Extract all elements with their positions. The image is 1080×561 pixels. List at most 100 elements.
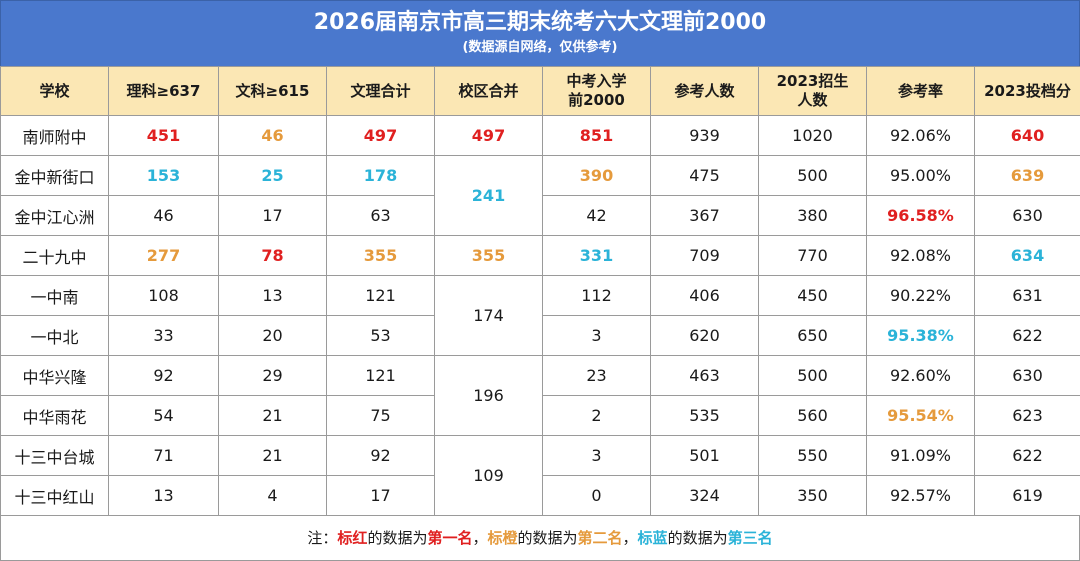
cell-participants: 939	[651, 116, 759, 156]
cell-science: 153	[109, 156, 219, 196]
cell-cutoff: 619	[975, 476, 1080, 516]
cell-arts: 20	[219, 316, 327, 356]
legend-note: 注：标红的数据为第一名，标橙的数据为第二名，标蓝的数据为第三名	[0, 516, 1080, 561]
cell-campus-merge: 241	[435, 156, 543, 236]
cell-enrollment: 560	[759, 396, 867, 436]
note-text: 的数据为	[668, 529, 728, 547]
col-header-science: 理科≥637	[109, 67, 219, 116]
note-blue-label: 标蓝	[638, 529, 668, 547]
note-rank1: 第一名	[427, 529, 472, 547]
page-subtitle: (数据源自网络，仅供参考)	[1, 37, 1079, 59]
cell-rate: 92.60%	[867, 356, 975, 396]
col-header-total: 文理合计	[327, 67, 435, 116]
cell-science: 71	[109, 436, 219, 476]
cell-rate: 96.58%	[867, 196, 975, 236]
cell-campus-merge: 196	[435, 356, 543, 436]
note-sep: ，	[623, 529, 638, 547]
cell-rate: 92.06%	[867, 116, 975, 156]
cell-science: 108	[109, 276, 219, 316]
cell-cutoff: 630	[975, 356, 1080, 396]
cell-zhongkao: 331	[543, 236, 651, 276]
col-header-school: 学校	[1, 67, 109, 116]
cell-total: 75	[327, 396, 435, 436]
cell-campus-merge: 355	[435, 236, 543, 276]
table-row: 十三中台城 71 21 92 109 3 501 550 91.09% 622	[1, 436, 1080, 476]
cell-rate: 95.00%	[867, 156, 975, 196]
cell-science: 92	[109, 356, 219, 396]
cell-participants: 367	[651, 196, 759, 236]
cell-rate: 91.09%	[867, 436, 975, 476]
cell-arts: 29	[219, 356, 327, 396]
cell-campus-merge: 174	[435, 276, 543, 356]
cell-arts: 46	[219, 116, 327, 156]
cell-total: 63	[327, 196, 435, 236]
col-header-participants: 参考人数	[651, 67, 759, 116]
cell-total: 53	[327, 316, 435, 356]
ranking-table: 学校 理科≥637 文科≥615 文理合计 校区合并 中考入学 前2000 参考…	[0, 66, 1080, 516]
col-header-zhongkao-top2000: 中考入学 前2000	[543, 67, 651, 116]
note-text: 的数据为	[518, 529, 578, 547]
cell-cutoff: 630	[975, 196, 1080, 236]
cell-enrollment: 550	[759, 436, 867, 476]
cell-zhongkao: 2	[543, 396, 651, 436]
cell-science: 54	[109, 396, 219, 436]
cell-enrollment: 380	[759, 196, 867, 236]
cell-participants: 463	[651, 356, 759, 396]
cell-rate: 92.08%	[867, 236, 975, 276]
cell-arts: 21	[219, 436, 327, 476]
cell-school: 一中北	[1, 316, 109, 356]
cell-arts: 78	[219, 236, 327, 276]
table-row: 二十九中 277 78 355 355 331 709 770 92.08% 6…	[1, 236, 1080, 276]
cell-school: 二十九中	[1, 236, 109, 276]
cell-rate: 95.54%	[867, 396, 975, 436]
cell-school: 中华雨花	[1, 396, 109, 436]
cell-science: 451	[109, 116, 219, 156]
cell-school: 金中江心洲	[1, 196, 109, 236]
cell-enrollment: 350	[759, 476, 867, 516]
note-orange-label: 标橙	[487, 529, 517, 547]
cell-total: 17	[327, 476, 435, 516]
cell-science: 33	[109, 316, 219, 356]
cell-zhongkao: 3	[543, 436, 651, 476]
cell-participants: 406	[651, 276, 759, 316]
cell-participants: 535	[651, 396, 759, 436]
cell-enrollment: 500	[759, 156, 867, 196]
cell-arts: 17	[219, 196, 327, 236]
cell-cutoff: 622	[975, 436, 1080, 476]
cell-participants: 709	[651, 236, 759, 276]
cell-total: 121	[327, 356, 435, 396]
col-header-2023-enrollment: 2023招生 人数	[759, 67, 867, 116]
cell-rate: 95.38%	[867, 316, 975, 356]
cell-participants: 620	[651, 316, 759, 356]
cell-campus-merge: 109	[435, 436, 543, 516]
cell-rate: 92.57%	[867, 476, 975, 516]
cell-science: 46	[109, 196, 219, 236]
page-title: 2026届南京市高三期末统考六大文理前2000	[1, 1, 1079, 37]
header-row: 学校 理科≥637 文科≥615 文理合计 校区合并 中考入学 前2000 参考…	[1, 67, 1080, 116]
cell-total: 497	[327, 116, 435, 156]
cell-enrollment: 650	[759, 316, 867, 356]
cell-enrollment: 450	[759, 276, 867, 316]
cell-total: 178	[327, 156, 435, 196]
note-rank2: 第二名	[578, 529, 623, 547]
col-header-participation-rate: 参考率	[867, 67, 975, 116]
cell-cutoff: 622	[975, 316, 1080, 356]
cell-science: 13	[109, 476, 219, 516]
cell-zhongkao: 851	[543, 116, 651, 156]
col-header-campus-merge: 校区合并	[435, 67, 543, 116]
cell-participants: 324	[651, 476, 759, 516]
table-row: 金中新街口 153 25 178 241 390 475 500 95.00% …	[1, 156, 1080, 196]
cell-zhongkao: 112	[543, 276, 651, 316]
title-bar: 2026届南京市高三期末统考六大文理前2000 (数据源自网络，仅供参考)	[0, 0, 1080, 66]
cell-school: 金中新街口	[1, 156, 109, 196]
note-red-label: 标红	[337, 529, 367, 547]
cell-total: 355	[327, 236, 435, 276]
cell-school: 十三中红山	[1, 476, 109, 516]
note-prefix: 注：	[307, 529, 337, 547]
cell-cutoff: 631	[975, 276, 1080, 316]
cell-cutoff: 634	[975, 236, 1080, 276]
cell-total: 92	[327, 436, 435, 476]
cell-participants: 475	[651, 156, 759, 196]
cell-zhongkao: 3	[543, 316, 651, 356]
col-header-2023-cutoff: 2023投档分	[975, 67, 1080, 116]
